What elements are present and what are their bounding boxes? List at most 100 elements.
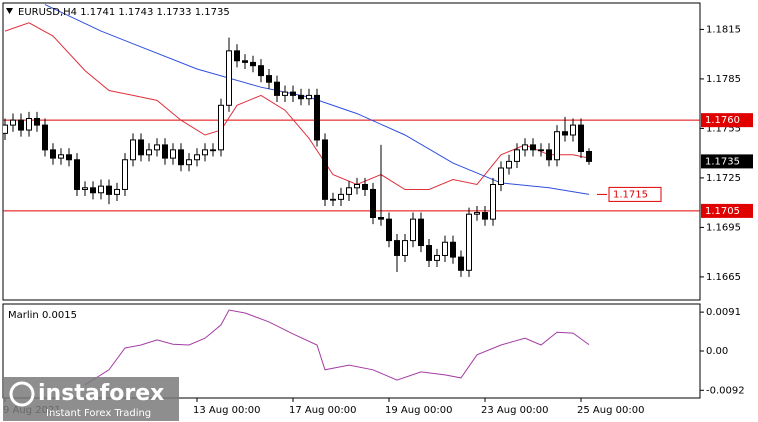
candle-body xyxy=(10,119,16,126)
candle-body xyxy=(226,50,232,106)
indicator-line xyxy=(84,309,590,386)
candle-body xyxy=(82,187,88,190)
candle-body xyxy=(66,154,72,161)
watermark-name: instaforex xyxy=(38,381,164,406)
candle-body xyxy=(290,91,296,96)
candle-body xyxy=(130,139,136,161)
main-plot-frame xyxy=(2,2,701,301)
candle-body xyxy=(186,159,192,166)
y-tick-label: 0.0091 xyxy=(706,307,741,318)
annotation-label: 1.1715 xyxy=(613,189,648,200)
candle-body xyxy=(306,94,312,100)
last-price-label: 1.1735 xyxy=(705,156,740,167)
watermark: instaforex Instant Forex Trading xyxy=(3,377,179,421)
candle-body xyxy=(370,188,376,218)
level-price-box xyxy=(701,203,753,218)
candle-body xyxy=(354,184,360,189)
candle-body xyxy=(522,144,528,151)
candle-body xyxy=(258,65,264,77)
y-tick-label: -0.0092 xyxy=(706,385,745,396)
y-tick-label: 1.1815 xyxy=(706,24,741,35)
candle-body xyxy=(554,131,560,161)
y-tick-label: 1.1785 xyxy=(706,74,741,85)
candle-body xyxy=(394,240,400,256)
candle-body xyxy=(146,149,152,156)
candle-body xyxy=(122,159,128,190)
candle-body xyxy=(50,149,56,159)
candle-body xyxy=(42,124,48,151)
candle-body xyxy=(386,218,392,242)
candle-body xyxy=(546,149,552,161)
candle-body xyxy=(426,245,432,261)
candle-body xyxy=(202,149,208,156)
candle-body xyxy=(90,187,96,194)
indicator-title: Marlin 0.0015 xyxy=(8,310,77,321)
candle-body xyxy=(570,124,576,136)
candle-body xyxy=(298,94,304,100)
candle-body xyxy=(234,50,240,62)
candle-body xyxy=(530,144,536,151)
candle-body xyxy=(98,185,104,194)
candle-body xyxy=(138,139,144,156)
candle-body xyxy=(490,184,496,220)
candle-body xyxy=(282,91,288,96)
level-price-box xyxy=(701,113,753,128)
candle-body xyxy=(154,144,160,151)
candle-body xyxy=(578,124,584,152)
watermark-tagline: Instant Forex Trading xyxy=(46,408,151,419)
x-tick-label: 23 Aug 00:00 xyxy=(481,405,548,416)
y-tick-label: 1.1725 xyxy=(706,173,741,184)
candle-body xyxy=(218,104,224,151)
candle-body xyxy=(466,213,472,271)
moving-average xyxy=(4,22,590,190)
x-tick-label: 13 Aug 00:00 xyxy=(193,405,260,416)
candle-body xyxy=(106,185,112,195)
candle-body xyxy=(74,159,80,190)
candle-body xyxy=(242,60,248,63)
x-tick-label: 25 Aug 00:00 xyxy=(577,405,644,416)
candle-body xyxy=(170,149,176,159)
main-plot xyxy=(3,4,700,277)
candle-body xyxy=(338,193,344,200)
candle-body xyxy=(210,149,216,152)
candle-body xyxy=(3,124,8,134)
y-tick-label: 1.1695 xyxy=(706,222,741,233)
x-tick-label: 19 Aug 00:00 xyxy=(385,405,452,416)
plot-layer xyxy=(3,4,700,386)
candle-body xyxy=(498,167,504,185)
candle-body xyxy=(410,218,416,242)
candle-body xyxy=(274,81,280,96)
last-price-box xyxy=(701,154,753,169)
y-tick-label: 1.1665 xyxy=(706,272,741,283)
watermark-logo xyxy=(9,381,35,407)
candle-body xyxy=(314,94,320,141)
candle-body xyxy=(114,188,120,195)
candle-body xyxy=(402,240,408,256)
menu-triangle xyxy=(6,8,13,14)
candle-body xyxy=(458,256,464,271)
candle-body xyxy=(26,118,32,131)
level-price-label: 1.1760 xyxy=(705,115,740,126)
candle-body xyxy=(378,217,384,220)
candle-body xyxy=(322,139,328,200)
candle-body xyxy=(330,198,336,201)
candle-body xyxy=(418,218,424,247)
candle-body xyxy=(506,160,512,169)
y-tick-label: 1.1755 xyxy=(706,123,741,134)
candle-body xyxy=(450,241,456,258)
candle-body xyxy=(562,131,568,136)
candle-body xyxy=(250,61,256,67)
candle-body xyxy=(362,184,368,190)
candle-body xyxy=(178,149,184,166)
candle-body xyxy=(434,254,440,261)
candle-body xyxy=(58,154,64,159)
annotation-box xyxy=(608,186,662,202)
candle-body xyxy=(266,75,272,83)
level-price-label: 1.1705 xyxy=(705,206,740,217)
candle-body xyxy=(162,144,168,159)
moving-average xyxy=(44,4,590,195)
candle-body xyxy=(194,154,200,161)
candle-body xyxy=(586,151,592,162)
chart-title: EURUSD,H4 1.1741 1.1743 1.1733 1.1735 xyxy=(18,7,230,18)
